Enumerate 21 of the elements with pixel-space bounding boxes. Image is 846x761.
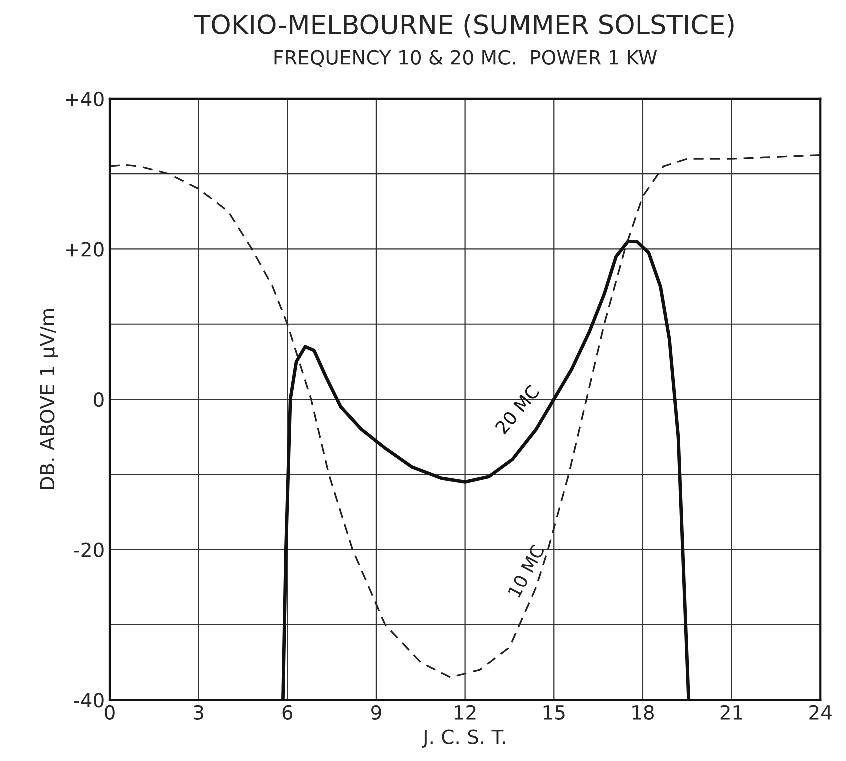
y-tick-label: -40 xyxy=(74,693,104,708)
x-tick-label: 12 xyxy=(455,705,476,720)
chart-subtitle: FREQUENCY 10 & 20 MC. POWER 1 KW xyxy=(274,50,658,68)
y-tick-label: -20 xyxy=(74,542,104,558)
x-tick-label: 9 xyxy=(372,705,382,720)
y-axis-title: DB. ABOVE 1 μV/m xyxy=(40,309,59,490)
line-series xyxy=(110,154,821,678)
x-tick-label: 21 xyxy=(720,705,742,720)
x-tick-label: 18 xyxy=(632,705,654,720)
y-tick-label: +40 xyxy=(66,92,104,107)
x-tick-label: 15 xyxy=(544,706,565,720)
x-axis-title: J. C. S. T. xyxy=(422,730,506,748)
x-tick-label: 0 xyxy=(105,705,115,720)
chart-title: TOKIO-MELBOURNE (SUMMER SOLSTICE) xyxy=(194,14,734,38)
text: 10 MC xyxy=(508,544,546,598)
y-tick-label: 0 xyxy=(94,392,104,408)
x-tick-label: 24 xyxy=(810,705,832,720)
x-tick-label: 6 xyxy=(282,705,293,720)
y-tick-label: +20 xyxy=(66,242,104,257)
x-tick-label: 3 xyxy=(194,705,204,720)
text: 20 MC xyxy=(494,384,540,435)
